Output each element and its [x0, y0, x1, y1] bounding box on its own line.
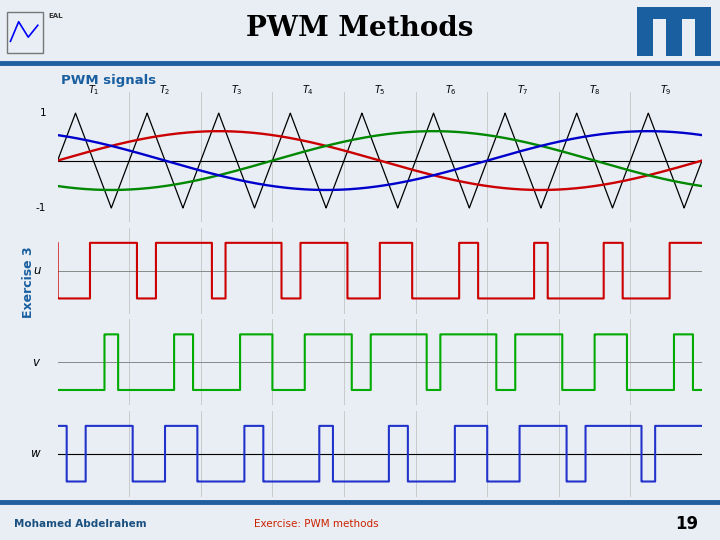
Text: Mohamed Abdelrahem: Mohamed Abdelrahem: [14, 518, 147, 529]
Text: $T_1$: $T_1$: [88, 83, 99, 97]
Text: Exercise: PWM methods: Exercise: PWM methods: [254, 518, 379, 529]
Text: PWM signals: PWM signals: [60, 75, 156, 87]
Bar: [636, 7, 711, 19]
Bar: [695, 18, 711, 56]
Text: Exercise 3: Exercise 3: [22, 246, 35, 318]
Text: $t$: $t$: [719, 448, 720, 460]
Text: $T_4$: $T_4$: [302, 83, 314, 97]
Bar: [666, 18, 682, 56]
Text: $v$: $v$: [32, 356, 42, 369]
Text: $u$: $u$: [32, 264, 42, 277]
Text: 19: 19: [675, 515, 698, 532]
Text: 1: 1: [40, 108, 46, 118]
Text: $T_7$: $T_7$: [517, 83, 529, 97]
Text: $T_8$: $T_8$: [589, 83, 600, 97]
Text: $T_6$: $T_6$: [446, 83, 457, 97]
Text: PWM Methods: PWM Methods: [246, 15, 474, 42]
Text: EAL: EAL: [48, 14, 63, 19]
FancyBboxPatch shape: [7, 11, 42, 53]
Text: $t$: $t$: [719, 356, 720, 368]
Text: $T_2$: $T_2$: [159, 83, 171, 97]
Text: -1: -1: [35, 203, 46, 213]
Text: $T_5$: $T_5$: [374, 83, 386, 97]
Text: $T_9$: $T_9$: [660, 83, 672, 97]
Text: $t$: $t$: [719, 154, 720, 166]
Text: $w$: $w$: [30, 447, 42, 460]
Bar: [636, 18, 653, 56]
Text: $T_3$: $T_3$: [230, 83, 243, 97]
Text: $t$: $t$: [719, 265, 720, 276]
